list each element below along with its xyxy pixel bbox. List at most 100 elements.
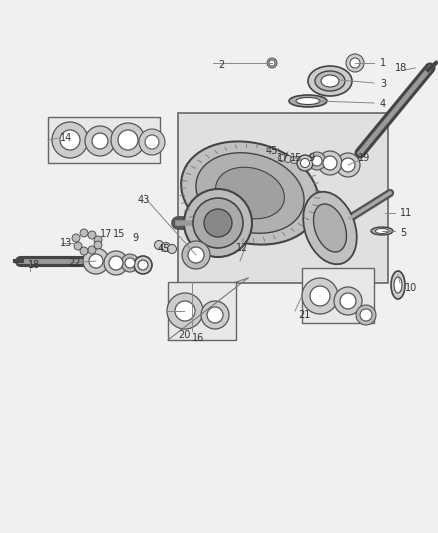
Ellipse shape — [72, 234, 80, 242]
Text: 20: 20 — [178, 330, 191, 340]
Ellipse shape — [314, 204, 346, 252]
Ellipse shape — [346, 54, 364, 72]
Text: 12: 12 — [236, 243, 248, 253]
Text: 15: 15 — [113, 229, 125, 239]
Text: 43: 43 — [138, 195, 150, 205]
Ellipse shape — [356, 305, 376, 325]
Ellipse shape — [308, 152, 326, 170]
Ellipse shape — [196, 153, 304, 233]
Ellipse shape — [134, 256, 152, 274]
Ellipse shape — [318, 151, 342, 175]
Ellipse shape — [336, 153, 360, 177]
Ellipse shape — [89, 254, 103, 268]
Bar — [178, 113, 388, 283]
Ellipse shape — [118, 130, 138, 150]
Text: 3: 3 — [380, 79, 386, 89]
Ellipse shape — [303, 192, 357, 264]
Ellipse shape — [334, 287, 362, 315]
Ellipse shape — [310, 286, 330, 306]
Ellipse shape — [167, 293, 203, 329]
Ellipse shape — [109, 256, 123, 270]
Ellipse shape — [360, 309, 372, 321]
Text: 21: 21 — [298, 310, 311, 320]
Text: 9: 9 — [132, 233, 138, 243]
Bar — [302, 268, 374, 323]
Ellipse shape — [60, 130, 80, 150]
Ellipse shape — [145, 135, 159, 149]
Bar — [48, 117, 160, 163]
Ellipse shape — [279, 155, 286, 161]
Ellipse shape — [323, 156, 337, 170]
Ellipse shape — [188, 247, 204, 263]
Ellipse shape — [184, 189, 252, 257]
Ellipse shape — [267, 58, 277, 68]
Ellipse shape — [94, 236, 102, 244]
Ellipse shape — [80, 247, 88, 255]
Text: 17: 17 — [277, 153, 290, 163]
Ellipse shape — [308, 66, 352, 96]
Ellipse shape — [139, 129, 165, 155]
Text: 13: 13 — [60, 238, 72, 248]
Ellipse shape — [394, 277, 402, 293]
Text: 14: 14 — [60, 133, 72, 143]
Ellipse shape — [312, 156, 322, 166]
Text: 15: 15 — [290, 153, 302, 163]
Ellipse shape — [85, 126, 115, 156]
Ellipse shape — [138, 260, 148, 270]
Ellipse shape — [296, 98, 320, 104]
Ellipse shape — [162, 243, 170, 252]
Ellipse shape — [111, 123, 145, 157]
Text: 22: 22 — [68, 258, 81, 268]
Text: 18: 18 — [395, 63, 407, 73]
Text: 17: 17 — [100, 229, 113, 239]
Ellipse shape — [201, 301, 229, 329]
Ellipse shape — [300, 158, 310, 167]
Text: 18: 18 — [28, 260, 40, 270]
Ellipse shape — [302, 278, 338, 314]
Text: 16: 16 — [192, 333, 204, 343]
Ellipse shape — [269, 60, 275, 66]
Text: 45: 45 — [158, 244, 170, 254]
Ellipse shape — [391, 271, 405, 299]
Ellipse shape — [297, 155, 313, 171]
Ellipse shape — [285, 156, 292, 163]
Ellipse shape — [88, 231, 96, 239]
Text: 5: 5 — [400, 228, 406, 238]
Ellipse shape — [375, 229, 389, 233]
Ellipse shape — [83, 248, 109, 274]
Ellipse shape — [371, 227, 393, 235]
Ellipse shape — [125, 258, 135, 268]
Ellipse shape — [88, 246, 96, 254]
Ellipse shape — [74, 242, 82, 250]
Ellipse shape — [80, 229, 88, 237]
Ellipse shape — [204, 209, 232, 237]
Ellipse shape — [94, 241, 102, 249]
Text: 9: 9 — [308, 153, 314, 163]
Ellipse shape — [207, 307, 223, 323]
Ellipse shape — [341, 158, 355, 172]
Text: 1: 1 — [380, 58, 386, 68]
Text: 4: 4 — [380, 99, 386, 109]
Ellipse shape — [315, 71, 345, 91]
Ellipse shape — [289, 95, 327, 107]
Ellipse shape — [321, 75, 339, 87]
Bar — [168, 282, 236, 340]
Ellipse shape — [340, 293, 356, 309]
Ellipse shape — [193, 198, 243, 248]
Ellipse shape — [155, 240, 163, 249]
Text: 19: 19 — [358, 153, 370, 163]
Ellipse shape — [181, 141, 319, 245]
Ellipse shape — [104, 251, 128, 275]
Ellipse shape — [121, 254, 139, 272]
Text: 2: 2 — [218, 60, 224, 70]
Ellipse shape — [290, 157, 297, 164]
Ellipse shape — [52, 122, 88, 158]
Text: 45: 45 — [266, 146, 279, 156]
Text: 11: 11 — [400, 208, 412, 218]
Ellipse shape — [215, 167, 284, 219]
Ellipse shape — [350, 58, 360, 68]
Ellipse shape — [167, 245, 177, 254]
Text: 10: 10 — [405, 283, 417, 293]
Ellipse shape — [92, 133, 108, 149]
Ellipse shape — [182, 241, 210, 269]
